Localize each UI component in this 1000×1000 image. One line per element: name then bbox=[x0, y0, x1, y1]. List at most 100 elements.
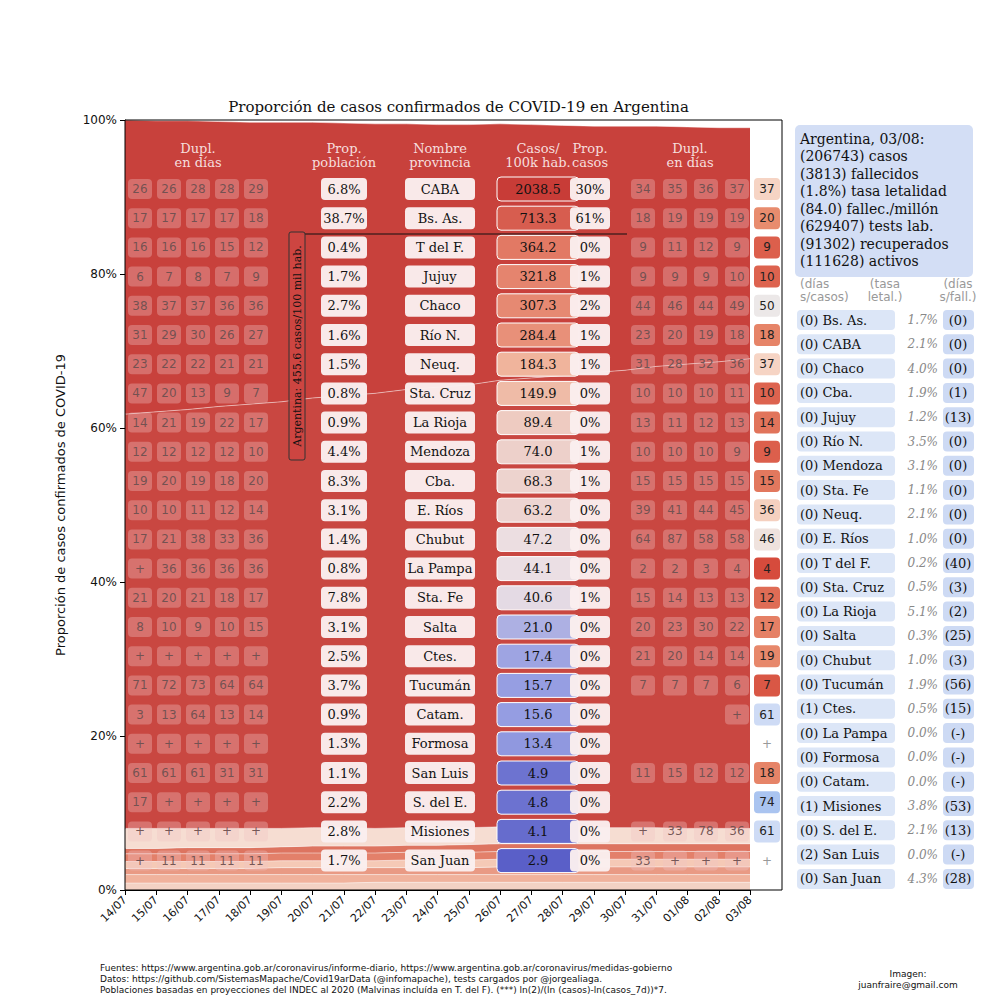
svg-text:10: 10 bbox=[698, 445, 713, 459]
svg-text:2.9: 2.9 bbox=[528, 853, 549, 868]
svg-text:22: 22 bbox=[729, 620, 744, 634]
svg-text:21/07: 21/07 bbox=[317, 893, 349, 925]
svg-text:(84.0) fallec./millón: (84.0) fallec./millón bbox=[800, 201, 938, 217]
svg-text:1.9%: 1.9% bbox=[908, 678, 939, 692]
svg-text:0.5%: 0.5% bbox=[908, 580, 939, 594]
svg-text:11: 11 bbox=[667, 416, 682, 430]
svg-text:0.0%: 0.0% bbox=[908, 848, 939, 862]
svg-text:(0) La Pampa: (0) La Pampa bbox=[800, 726, 888, 741]
svg-text:(0) Río N.: (0) Río N. bbox=[800, 434, 863, 449]
svg-text:17: 17 bbox=[248, 591, 263, 605]
svg-text:37: 37 bbox=[161, 299, 176, 313]
svg-text:15: 15 bbox=[729, 474, 744, 488]
svg-text:Río N.: Río N. bbox=[420, 328, 461, 343]
svg-text:35: 35 bbox=[667, 182, 682, 196]
svg-text:+: + bbox=[251, 824, 261, 838]
svg-text:14: 14 bbox=[698, 649, 713, 663]
svg-text:307.3: 307.3 bbox=[519, 298, 556, 313]
svg-text:(53): (53) bbox=[945, 799, 972, 814]
svg-text:Nombre: Nombre bbox=[413, 141, 467, 156]
svg-text:64: 64 bbox=[190, 708, 205, 722]
svg-text:80%: 80% bbox=[90, 267, 117, 281]
svg-text:7: 7 bbox=[252, 386, 260, 400]
svg-text:(0) Chaco: (0) Chaco bbox=[800, 361, 864, 376]
svg-text:33: 33 bbox=[635, 854, 650, 868]
svg-text:19/07: 19/07 bbox=[254, 893, 286, 925]
svg-text:13: 13 bbox=[729, 591, 744, 605]
svg-text:41: 41 bbox=[667, 503, 682, 517]
svg-text:20: 20 bbox=[667, 649, 682, 663]
svg-text:+: + bbox=[135, 562, 145, 576]
svg-text:(111628) activos: (111628) activos bbox=[800, 253, 919, 269]
svg-text:37: 37 bbox=[759, 357, 774, 371]
svg-text:+: + bbox=[762, 854, 772, 868]
svg-text:(0) Formosa: (0) Formosa bbox=[800, 750, 880, 765]
svg-text:14: 14 bbox=[729, 649, 744, 663]
svg-text:31: 31 bbox=[219, 766, 234, 780]
svg-text:8.3%: 8.3% bbox=[327, 474, 360, 489]
svg-text:7: 7 bbox=[165, 270, 173, 284]
svg-text:12: 12 bbox=[190, 445, 205, 459]
svg-text:(0) Sta. Cruz: (0) Sta. Cruz bbox=[800, 580, 884, 595]
svg-text:18: 18 bbox=[635, 211, 650, 225]
svg-text:19: 19 bbox=[190, 474, 205, 488]
svg-text:+: + bbox=[135, 649, 145, 663]
svg-text:4.4%: 4.4% bbox=[327, 444, 360, 459]
svg-text:18/07: 18/07 bbox=[223, 893, 255, 925]
svg-text:61: 61 bbox=[759, 708, 774, 722]
svg-text:36: 36 bbox=[248, 299, 263, 313]
svg-text:2: 2 bbox=[671, 562, 679, 576]
svg-text:Bs. As.: Bs. As. bbox=[418, 211, 463, 226]
svg-text:3.1%: 3.1% bbox=[327, 620, 360, 635]
svg-text:50: 50 bbox=[759, 299, 774, 313]
svg-text:+: + bbox=[135, 824, 145, 838]
svg-text:11: 11 bbox=[161, 854, 176, 868]
svg-text:22/07: 22/07 bbox=[348, 893, 380, 925]
svg-text:13: 13 bbox=[190, 386, 205, 400]
svg-text:19: 19 bbox=[698, 211, 713, 225]
svg-text:+: + bbox=[193, 649, 203, 663]
svg-text:64: 64 bbox=[248, 678, 263, 692]
svg-text:713.3: 713.3 bbox=[519, 211, 556, 226]
svg-text:(0): (0) bbox=[949, 458, 967, 473]
svg-text:La Pampa: La Pampa bbox=[408, 561, 473, 576]
svg-text:2: 2 bbox=[639, 562, 647, 576]
svg-text:(tasa: (tasa bbox=[870, 277, 900, 291]
svg-text:2.1%: 2.1% bbox=[907, 337, 939, 351]
svg-text:36: 36 bbox=[729, 824, 744, 838]
svg-text:s/casos): s/casos) bbox=[800, 290, 849, 304]
svg-text:4.3%: 4.3% bbox=[907, 872, 939, 886]
svg-text:CABA: CABA bbox=[421, 182, 460, 197]
svg-text:7: 7 bbox=[702, 678, 710, 692]
svg-text:provincia: provincia bbox=[409, 155, 471, 170]
svg-text:(0) Salta: (0) Salta bbox=[800, 628, 857, 643]
svg-text:6: 6 bbox=[136, 270, 144, 284]
svg-text:(-): (-) bbox=[951, 774, 966, 789]
svg-text:89.4: 89.4 bbox=[524, 415, 553, 430]
svg-text:100k hab.: 100k hab. bbox=[505, 155, 570, 170]
svg-text:28: 28 bbox=[219, 182, 234, 196]
svg-text:20: 20 bbox=[759, 211, 774, 225]
svg-text:(206743) casos: (206743) casos bbox=[800, 148, 908, 164]
svg-text:0%: 0% bbox=[580, 853, 601, 868]
svg-text:21: 21 bbox=[161, 416, 176, 430]
svg-text:36: 36 bbox=[248, 562, 263, 576]
svg-text:en días: en días bbox=[174, 155, 221, 170]
svg-text:Sta. Cruz: Sta. Cruz bbox=[409, 386, 471, 401]
svg-text:9: 9 bbox=[763, 445, 771, 459]
svg-text:38: 38 bbox=[190, 532, 205, 546]
svg-text:8: 8 bbox=[194, 270, 202, 284]
svg-text:9: 9 bbox=[671, 270, 679, 284]
svg-text:12: 12 bbox=[698, 766, 713, 780]
svg-text:1%: 1% bbox=[580, 269, 601, 284]
svg-text:22: 22 bbox=[219, 416, 234, 430]
svg-text:(0) T del F.: (0) T del F. bbox=[800, 556, 871, 571]
svg-text:45: 45 bbox=[729, 503, 744, 517]
svg-text:26/07: 26/07 bbox=[473, 893, 505, 925]
svg-text:44: 44 bbox=[635, 299, 650, 313]
svg-text:58: 58 bbox=[729, 532, 744, 546]
svg-text:(-): (-) bbox=[951, 750, 966, 765]
svg-text:0%: 0% bbox=[580, 415, 601, 430]
svg-text:30: 30 bbox=[698, 620, 713, 634]
svg-text:Prop.: Prop. bbox=[326, 141, 361, 156]
